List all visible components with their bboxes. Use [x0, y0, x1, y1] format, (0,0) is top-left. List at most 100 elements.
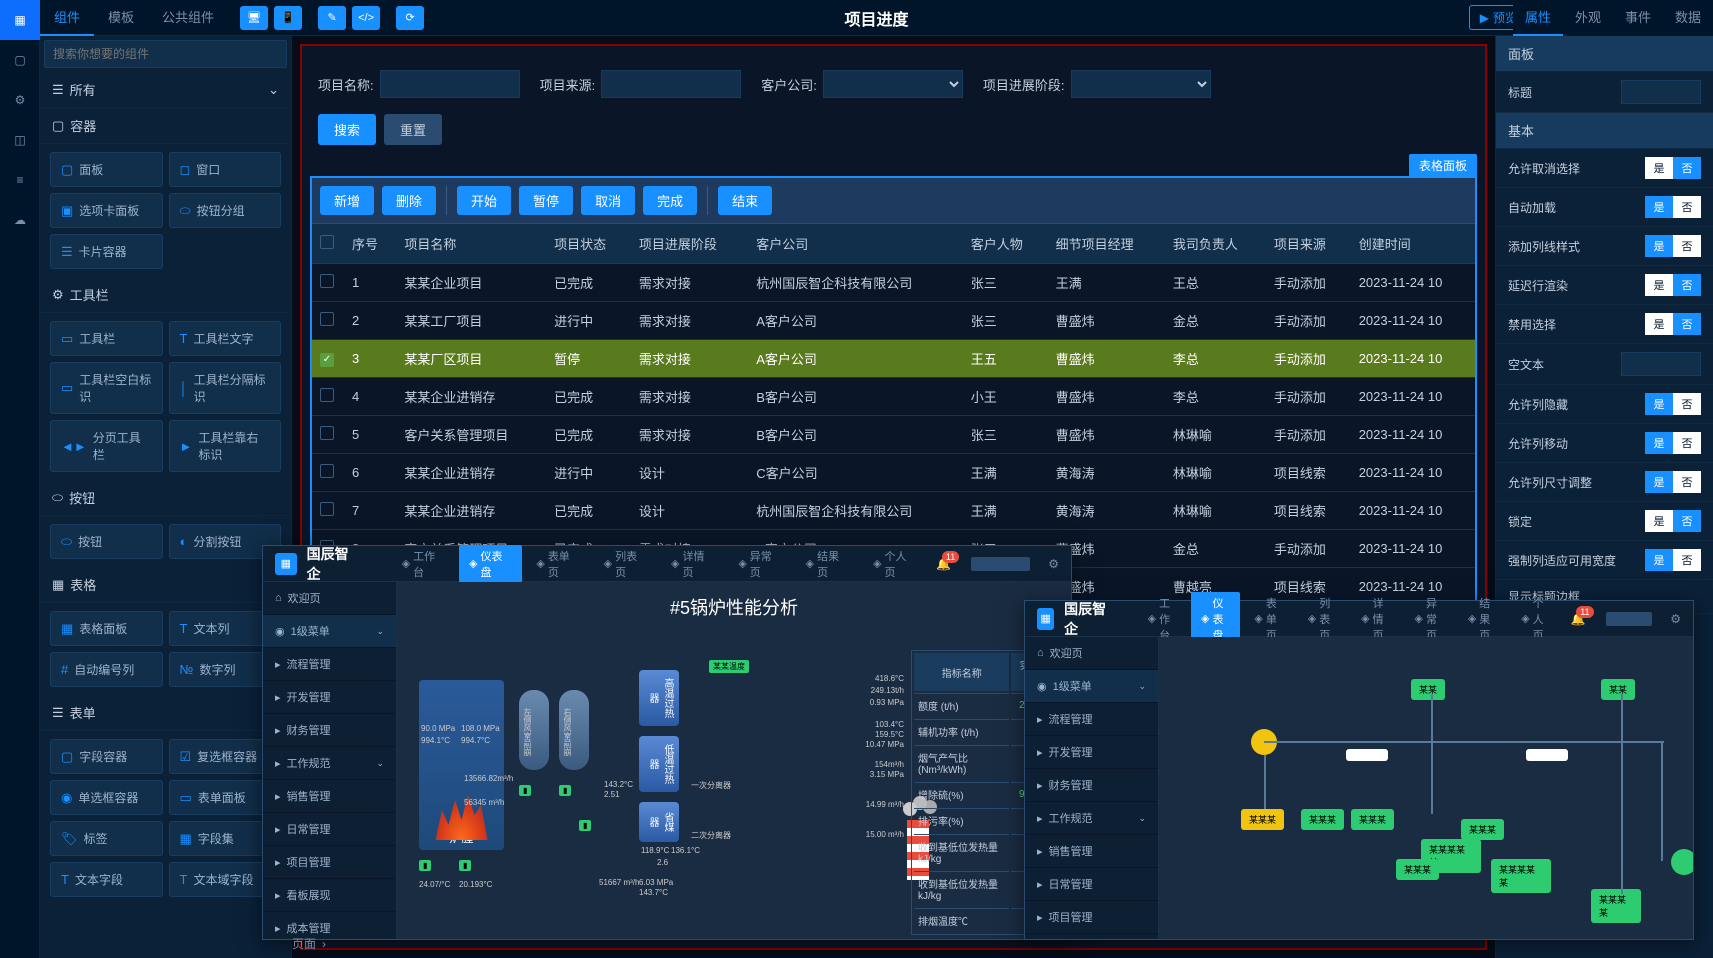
rail-data-icon[interactable]: ≡ [0, 160, 40, 200]
tab-templates[interactable]: 模板 [94, 0, 148, 36]
row-checkbox[interactable] [320, 312, 334, 326]
col-header[interactable]: 序号 [344, 224, 396, 264]
nav-item[interactable]: ◈详情页 [661, 545, 724, 583]
col-header[interactable]: 项目进展阶段 [631, 224, 748, 264]
nav-item[interactable]: ◈结果页 [796, 545, 859, 583]
comp-item[interactable]: T工具栏文字 [169, 321, 282, 356]
side-item[interactable]: ▸项目管理 [1025, 901, 1158, 934]
toggle[interactable]: 是否 [1645, 235, 1701, 257]
toolbar-btn-2[interactable]: 开始 [457, 186, 511, 215]
toggle[interactable]: 是否 [1645, 157, 1701, 179]
toggle[interactable]: 是否 [1645, 549, 1701, 571]
input-empty-text[interactable] [1621, 352, 1701, 376]
preview-boiler[interactable]: ▦ 国辰智企 ◈工作台◈仪表盘◈表单页◈列表页◈详情页◈异常页◈结果页◈个人页 … [262, 545, 1072, 940]
breadcrumb[interactable]: 页面› [292, 935, 326, 952]
tab-components[interactable]: 组件 [40, 0, 94, 36]
table-row[interactable]: 6某某企业进销存进行中设计C客户公司王满黄海涛林琳喻项目线索2023-11-24… [312, 454, 1475, 492]
refresh-icon[interactable]: ⟳ [396, 6, 424, 30]
side-item[interactable]: ▸财务管理 [1025, 769, 1158, 802]
col-header[interactable]: 项目来源 [1266, 224, 1351, 264]
table-row[interactable]: 2某某工厂项目进行中需求对接A客户公司张三曹盛炜金总手动添加2023-11-24… [312, 302, 1475, 340]
col-header[interactable]: 创建时间 [1351, 224, 1475, 264]
side-item[interactable]: ▸流程管理 [1025, 703, 1158, 736]
toolbar-btn-6[interactable]: 结束 [718, 186, 772, 215]
comp-item[interactable]: ◻窗口 [169, 152, 282, 187]
comp-item[interactable]: ⬭按钮分组 [169, 193, 282, 228]
input-project-source[interactable] [601, 70, 741, 98]
reset-button[interactable]: 重置 [384, 114, 442, 145]
edit-icon[interactable]: ✎ [318, 6, 346, 30]
prop-tab-style[interactable]: 外观 [1563, 0, 1613, 36]
nav-item[interactable]: ◈仪表盘 [459, 545, 522, 583]
row-checkbox[interactable] [320, 274, 334, 288]
nav-item[interactable]: ◈列表页 [594, 545, 657, 583]
side-item[interactable]: ▸开发管理 [263, 681, 396, 714]
side-item[interactable]: ⌂欢迎页 [263, 582, 396, 615]
side-item[interactable]: ▸日常管理 [1025, 868, 1158, 901]
toggle[interactable]: 是否 [1645, 313, 1701, 335]
side-item[interactable]: ▸工作规范⌄ [263, 747, 396, 780]
col-header[interactable]: 客户人物 [963, 224, 1048, 264]
col-header[interactable]: 项目名称 [396, 224, 546, 264]
side-item[interactable]: ▸销售管理 [263, 780, 396, 813]
mobile-icon[interactable]: 📱 [274, 6, 302, 30]
comp-item[interactable]: ▣选项卡面板 [50, 193, 163, 228]
code-icon[interactable]: </> [352, 6, 380, 30]
side-item[interactable]: ▸工作规范⌄ [1025, 802, 1158, 835]
side-item[interactable]: ▸项目管理 [263, 846, 396, 879]
tab-public[interactable]: 公共组件 [148, 0, 228, 36]
comp-item[interactable]: ▭工具栏 [50, 321, 163, 356]
toggle[interactable]: 是否 [1645, 274, 1701, 296]
cat-table[interactable]: ▦表格 [40, 567, 291, 603]
cat-container[interactable]: ▢容器 [40, 108, 291, 144]
bell-icon[interactable]: 🔔11 [936, 557, 951, 571]
comp-item[interactable]: │工具栏分隔标识 [169, 362, 282, 414]
rail-template-icon[interactable]: ▢ [0, 40, 40, 80]
table-row[interactable]: 7某某企业进销存已完成设计杭州国辰智企科技有限公司王满黄海涛林琳喻项目线索202… [312, 492, 1475, 530]
side-item[interactable]: ◉1级菜单⌄ [263, 615, 396, 648]
input-project-name[interactable] [380, 70, 520, 98]
rail-tree-icon[interactable]: ⚙ [0, 80, 40, 120]
toolbar-btn-1[interactable]: 删除 [382, 186, 436, 215]
comp-item[interactable]: ◉单选框容器 [50, 780, 163, 815]
nav-item[interactable]: ◈表单页 [526, 545, 589, 583]
toolbar-btn-0[interactable]: 新增 [320, 186, 374, 215]
side-item[interactable]: ▸开发管理 [1025, 736, 1158, 769]
table-row[interactable]: 5客户关系管理项目已完成需求对接B客户公司张三曹盛炜林琳喻手动添加2023-11… [312, 416, 1475, 454]
preview-flow[interactable]: ▦ 国辰智企 ◈工作台◈仪表盘◈表单页◈列表页◈详情页◈异常页◈结果页◈个人页 … [1024, 600, 1694, 940]
comp-item[interactable]: #自动编号列 [50, 652, 163, 687]
prop-tab-data[interactable]: 数据 [1663, 0, 1713, 36]
comp-item[interactable]: 🏷标签 [50, 821, 163, 856]
comp-item[interactable]: ►工具栏靠右标识 [169, 420, 282, 472]
search-input[interactable] [44, 40, 287, 68]
rail-layout-icon[interactable]: ◫ [0, 120, 40, 160]
side-item[interactable]: ▸看板展现 [1025, 934, 1158, 939]
side-item[interactable]: ◉1级菜单⌄ [1025, 670, 1158, 703]
comp-item[interactable]: ◄►分页工具栏 [50, 420, 163, 472]
row-checkbox[interactable] [320, 464, 334, 478]
cat-all[interactable]: ☰所有⌄ [40, 72, 291, 108]
desktop-icon[interactable]: 🖥 [240, 6, 268, 30]
row-checkbox[interactable] [320, 388, 334, 402]
side-item[interactable]: ▸财务管理 [263, 714, 396, 747]
input-title[interactable] [1621, 80, 1701, 104]
comp-item[interactable]: ☰卡片容器 [50, 234, 163, 269]
col-header[interactable]: 项目状态 [546, 224, 631, 264]
cat-toolbar[interactable]: ⚙工具栏 [40, 277, 291, 313]
comp-item[interactable]: T文本字段 [50, 862, 163, 897]
cat-form[interactable]: ☰表单 [40, 695, 291, 731]
toggle[interactable]: 是否 [1645, 393, 1701, 415]
table-row[interactable]: 4某某企业进销存已完成需求对接B客户公司小王曹盛炜李总手动添加2023-11-2… [312, 378, 1475, 416]
toggle[interactable]: 是否 [1645, 196, 1701, 218]
select-client[interactable] [823, 70, 963, 98]
select-stage[interactable] [1071, 70, 1211, 98]
nav-item[interactable]: ◈工作台 [392, 545, 455, 583]
gear-icon[interactable]: ⚙ [1048, 557, 1059, 571]
row-checkbox[interactable] [320, 426, 334, 440]
toggle[interactable]: 是否 [1645, 432, 1701, 454]
side-item[interactable]: ▸流程管理 [263, 648, 396, 681]
nav-item[interactable]: ◈异常页 [728, 545, 791, 583]
checkbox-all[interactable] [320, 235, 334, 249]
side-item[interactable]: ▸日常管理 [263, 813, 396, 846]
prop-tab-attr[interactable]: 属性 [1513, 0, 1563, 36]
